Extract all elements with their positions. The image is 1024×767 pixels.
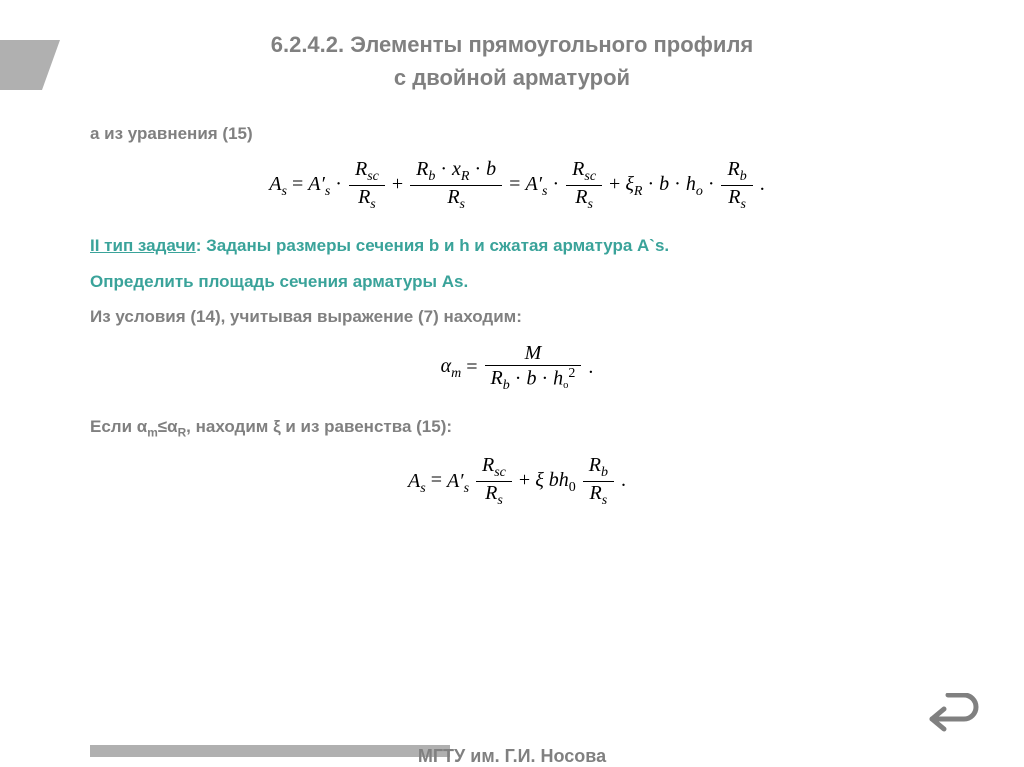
determine-text: Определить площадь сечения арматуры As. bbox=[90, 269, 944, 295]
formula-2: αm = M Rb · b · ho2 . bbox=[90, 342, 944, 395]
task-type-2: II тип задачи: Заданы размеры сечения b … bbox=[90, 233, 944, 259]
formula-1: As = A′s · RscRs + Rb · xR · bRs = A′s ·… bbox=[90, 158, 944, 213]
title-line-2: с двойной арматурой bbox=[0, 61, 1024, 94]
task2-text: : Заданы размеры сечения b и h и сжатая … bbox=[196, 236, 669, 255]
task2-label: II тип задачи bbox=[90, 236, 196, 255]
intro-text: а из уравнения (15) bbox=[90, 124, 944, 144]
page-title: 6.2.4.2. Элементы прямоугольного профиля… bbox=[0, 0, 1024, 94]
from-condition: Из условия (14), учитывая выражение (7) … bbox=[90, 304, 944, 330]
back-icon[interactable] bbox=[924, 693, 984, 741]
formula-3: As = A′s RscRs + ξ bh0 RbRs . bbox=[90, 454, 944, 509]
footer-text: МГТУ им. Г.И. Носова bbox=[0, 746, 1024, 767]
title-line-1: 6.2.4.2. Элементы прямоугольного профиля bbox=[0, 28, 1024, 61]
if-condition: Если αm≤αR, находим ξ и из равенства (15… bbox=[90, 414, 944, 442]
content-area: а из уравнения (15) As = A′s · RscRs + R… bbox=[0, 94, 1024, 509]
